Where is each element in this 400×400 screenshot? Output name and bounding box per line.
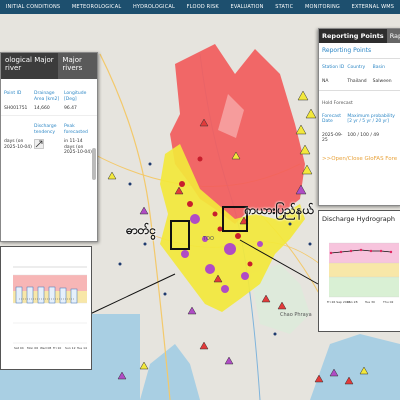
table-row: days (on 2025-10-04) in 11-14 days (on 2… (1, 135, 97, 160)
tab-major-rivers[interactable]: Major rivers (62, 56, 83, 72)
table-row: 2025-09-25 100 / 100 / 49 (319, 129, 400, 148)
hydrograph-title: Discharge Hydrograph (322, 215, 396, 223)
col-country: Country (347, 65, 366, 70)
tab-hydrological-major-river[interactable]: ological Major river (1, 53, 59, 79)
station-info-popup: ological Major river Major rivers Point … (0, 52, 98, 242)
right-hydrograph-chart: Fri 26 Sep 2025 Sun 28 Tue 30 Thu 02 (327, 242, 399, 304)
nav-flood-risk[interactable]: FLOOD RISK (186, 4, 219, 10)
flood-spots-red (179, 156, 253, 267)
popup-tabs: Reporting Points Rapid I (319, 29, 400, 43)
forecast-table-header: Discharge tendency Peak forecasted (1, 124, 97, 135)
location-label-right: ကယားပြည်နယ် (244, 203, 314, 217)
tab-reporting-points[interactable]: Reporting Points (319, 29, 387, 43)
tab-rapid-impact[interactable]: Rapid I (386, 29, 400, 43)
flood-region-yellow (160, 144, 305, 312)
x-tick-label: Sun 28 (347, 300, 358, 304)
location-highlight-right (222, 206, 248, 232)
reporting-points-popup: Reporting Points Rapid I Reporting Point… (318, 28, 400, 206)
tendency-arrow-icon (34, 139, 44, 149)
col-longitude: Longitude [Deg] (64, 91, 87, 102)
section-title: Reporting Points (322, 47, 372, 54)
location-label-left: ဓာတ်ငွ (126, 223, 157, 237)
col-blank (4, 124, 34, 135)
cell-drainage-area: 14,660 (34, 106, 50, 111)
x-tick-label: Sun 12 (65, 346, 76, 350)
x-tick-label: Thu 02 (382, 300, 393, 304)
cell-days: days (on 2025-10-04) (4, 139, 32, 150)
popup-scrollbar[interactable] (92, 148, 96, 180)
nav-meteorological[interactable]: METEOROLOGICAL (71, 4, 122, 10)
left-hydrograph-chart: Sat 04 Mon 06 Wed 08 Fri 10 Sun 12 Tue 1… (13, 266, 87, 350)
x-tick-label: Fri 26 Sep 2025 (327, 300, 351, 304)
cell-forecast-date: 2025-09-25 (322, 132, 343, 144)
col-peak-forecasted: Peak forecasted (64, 124, 88, 135)
map-point-markers[interactable] (118, 162, 312, 336)
cell-station-id: NA (322, 78, 329, 84)
x-tick-label: Mon 06 (27, 346, 38, 350)
col-drainage-area: Drainage Area [km2] (34, 91, 60, 102)
station-table-header: Station ID Country Basin (319, 58, 400, 73)
x-tick-label: Sat 04 (14, 346, 24, 350)
right-hydrograph-panel: Discharge Hydrograph Fri 26 Sep 2025 Sun… (318, 210, 400, 332)
flood-region-red (170, 44, 305, 224)
nav-static[interactable]: STATIC (275, 4, 294, 10)
col-point-id: Point ID (4, 91, 22, 96)
col-max-probability: Maximum probability [2 yr / 5 yr / 20 yr… (347, 113, 395, 125)
nav-initial-conditions[interactable]: INITIAL CONDITIONS (5, 4, 61, 10)
x-tick-label: Fri 10 (53, 346, 61, 350)
col-forecast-date: Forecast Date (322, 113, 342, 125)
x-tick-label: Tue 14 (76, 346, 87, 350)
flood-spots-purple (181, 214, 263, 293)
popup-tabs: ological Major river Major rivers (1, 53, 97, 79)
left-hydrograph-panel: Sat 04 Mon 06 Wed 08 Fri 10 Sun 12 Tue 1… (0, 246, 92, 370)
table-row: NA Thailand Salween (319, 73, 400, 90)
forecast-section-label: Hold Forecast (319, 89, 400, 110)
nav-hydrological[interactable]: HYDROLOGICAL (132, 4, 176, 10)
nav-monitoring[interactable]: MONITORING (304, 4, 340, 10)
cell-tendency (34, 139, 64, 152)
open-close-forecast-link[interactable]: >>Open/Close GloFAS Fore (322, 155, 398, 162)
cell-basin: Salween (372, 78, 392, 84)
forecast-table-header: Forecast Date Maximum probability [2 yr … (319, 110, 400, 129)
cell-longitude: 96.47 (64, 106, 77, 111)
col-station-id: Station ID (322, 65, 345, 70)
col-discharge-tendency: Discharge tendency (34, 124, 57, 135)
x-tick-label: Tue 30 (364, 300, 375, 304)
map-label-too: TOO (202, 236, 214, 242)
map-label-chao-phraya: Chao Phraya (280, 312, 312, 318)
cell-peak: in 11-14 days (on 2025-10-04) (64, 139, 92, 155)
col-basin: Basin (372, 65, 385, 70)
station-table-header: Point ID Drainage Area [km2] Longitude [… (1, 91, 97, 102)
top-navigation-bar: INITIAL CONDITIONS METEOROLOGICAL HYDROL… (0, 0, 400, 14)
cell-point-id: SH001751 (4, 106, 28, 111)
cell-max-probability: 100 / 100 / 49 (347, 132, 379, 138)
x-tick-label: Wed 08 (40, 346, 51, 350)
location-highlight-left (170, 220, 190, 250)
cell-country: Thailand (347, 78, 367, 84)
nav-external-wms[interactable]: EXTERNAL WMS (351, 4, 395, 10)
table-row: SH001751 14,660 96.47 (1, 102, 97, 116)
nav-evaluation[interactable]: EVALUATION (230, 4, 264, 10)
